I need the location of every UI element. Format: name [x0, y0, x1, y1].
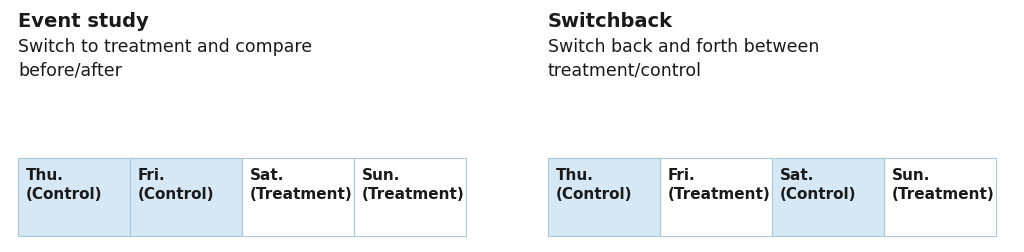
Bar — [660, 158, 772, 236]
Text: Thu.
(Control): Thu. (Control) — [26, 168, 102, 202]
Bar — [130, 158, 242, 236]
Bar — [548, 158, 660, 236]
Bar — [884, 158, 996, 236]
Text: Switch to treatment and compare
before/after: Switch to treatment and compare before/a… — [18, 38, 312, 80]
Bar — [548, 158, 660, 236]
Text: Sat.
(Control): Sat. (Control) — [780, 168, 856, 202]
Text: Fri.
(Control): Fri. (Control) — [138, 168, 214, 202]
Bar — [242, 158, 354, 236]
Text: Switch back and forth between
treatment/control: Switch back and forth between treatment/… — [548, 38, 819, 80]
Text: Event study: Event study — [18, 12, 148, 31]
Bar — [18, 158, 130, 236]
Bar — [354, 158, 466, 236]
Bar — [772, 158, 884, 236]
Text: Sun.
(Treatment): Sun. (Treatment) — [892, 168, 994, 202]
Bar — [660, 158, 772, 236]
Text: Thu.
(Control): Thu. (Control) — [556, 168, 633, 202]
Bar — [18, 158, 130, 236]
Bar — [884, 158, 996, 236]
Bar — [772, 158, 884, 236]
Text: Sun.
(Treatment): Sun. (Treatment) — [362, 168, 465, 202]
Text: Switchback: Switchback — [548, 12, 673, 31]
Bar — [242, 158, 354, 236]
Bar — [354, 158, 466, 236]
Text: Fri.
(Treatment): Fri. (Treatment) — [668, 168, 771, 202]
Text: Sat.
(Treatment): Sat. (Treatment) — [250, 168, 352, 202]
Bar — [130, 158, 242, 236]
